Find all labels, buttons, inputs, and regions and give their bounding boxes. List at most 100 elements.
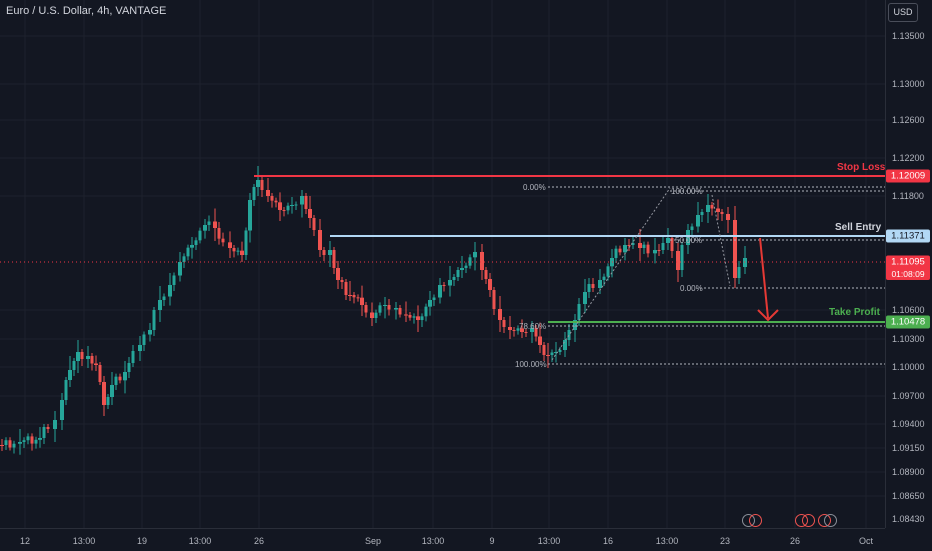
candle-body [207, 221, 211, 225]
candle-body [356, 297, 360, 299]
fib-right-bottom: 0.00% [680, 284, 703, 293]
candle-body [670, 238, 674, 251]
candle-body [344, 282, 348, 295]
candle-body [18, 442, 22, 444]
candle-body [260, 180, 264, 190]
candle-body [404, 314, 408, 316]
candle-body [232, 248, 236, 252]
candle-body [546, 355, 550, 356]
candle-body [4, 440, 8, 445]
candle-body [563, 340, 567, 350]
time-tick: 9 [489, 536, 495, 546]
candle-body [614, 248, 618, 258]
candle-body [438, 285, 442, 298]
candle-body [336, 268, 340, 280]
candle-body [340, 280, 344, 282]
candle-body [520, 328, 524, 332]
candle-body [106, 397, 110, 405]
candle-body [627, 245, 631, 246]
candle-body [64, 380, 68, 400]
candle-body [68, 370, 72, 380]
candle-body [290, 205, 294, 206]
price-tick: 1.10600 [892, 305, 925, 315]
candle-body [710, 205, 714, 209]
candle-body [378, 305, 382, 313]
candle-body [86, 356, 90, 359]
candle-body [98, 365, 102, 382]
currency-button[interactable]: USD [888, 3, 918, 22]
event-icon[interactable] [749, 514, 762, 527]
event-icon[interactable] [802, 514, 815, 527]
candle-body [416, 316, 420, 320]
candle-body [26, 436, 30, 441]
fib-right-top: 100.00% [671, 187, 703, 196]
candle-body [221, 238, 225, 243]
candle-body [286, 205, 290, 211]
candle-body [587, 284, 591, 292]
candle-body [94, 363, 98, 365]
candle-body [90, 356, 94, 364]
candle-body [282, 210, 286, 211]
candle-body [318, 230, 322, 250]
candle-body [118, 376, 122, 381]
time-tick: 23 [719, 536, 731, 546]
fib-right-mid: 50.00% [675, 236, 703, 245]
price-tick: 1.08650 [892, 491, 925, 501]
candle-body [473, 252, 477, 258]
candle-body [190, 245, 194, 248]
candle-body [408, 315, 412, 318]
candle-body [236, 250, 240, 252]
candle-body [666, 238, 670, 243]
candle-body [240, 250, 244, 255]
candle-body [661, 243, 665, 250]
candle-body [186, 247, 190, 257]
candle-body [213, 221, 217, 228]
candle-body [583, 292, 587, 304]
time-tick: 13:00 [655, 536, 679, 546]
candle-body [131, 351, 135, 363]
candle-body [606, 266, 610, 277]
sell-entry-label: Sell Entry [835, 222, 882, 233]
time-tick: Oct [858, 536, 874, 546]
price-tick: 1.08430 [892, 514, 925, 524]
time-axis[interactable] [0, 528, 885, 551]
price-tick: 1.09150 [892, 443, 925, 453]
candle-body [168, 285, 172, 297]
candle-body [448, 280, 452, 286]
price-tick: 1.09400 [892, 419, 925, 429]
stop-loss-price-label: 1.12009 [886, 169, 930, 183]
candle-body [502, 320, 506, 327]
candle-body [420, 316, 424, 320]
candle-body [460, 268, 464, 270]
candle-body [498, 309, 502, 320]
candle-body [138, 345, 142, 351]
candle-body [274, 200, 278, 203]
fib-left-mid: 78.60% [519, 322, 547, 331]
candle-body [158, 300, 162, 310]
candle-body [256, 180, 260, 187]
candle-body [328, 250, 332, 255]
candle-body [468, 257, 472, 266]
candle-body [512, 330, 516, 331]
candle-body [114, 376, 118, 385]
candle-body [538, 336, 542, 345]
candle-body [308, 209, 312, 218]
candle-body [352, 295, 356, 298]
time-tick: 12 [19, 536, 31, 546]
chart-area[interactable] [0, 0, 885, 528]
candle-body [53, 420, 57, 429]
candle-body [524, 332, 528, 333]
candle-body [442, 285, 446, 286]
candle-body [76, 352, 80, 361]
candle-body [374, 312, 378, 318]
candle-body [646, 244, 650, 254]
candle-body [332, 250, 336, 268]
candle-body [60, 400, 64, 420]
candle-body [127, 363, 131, 372]
price-tick: 1.08900 [892, 467, 925, 477]
event-icon[interactable] [824, 514, 837, 527]
candle-body [42, 427, 46, 438]
candle-body [364, 305, 368, 313]
candle-body [706, 205, 710, 212]
time-tick: 26 [789, 536, 801, 546]
